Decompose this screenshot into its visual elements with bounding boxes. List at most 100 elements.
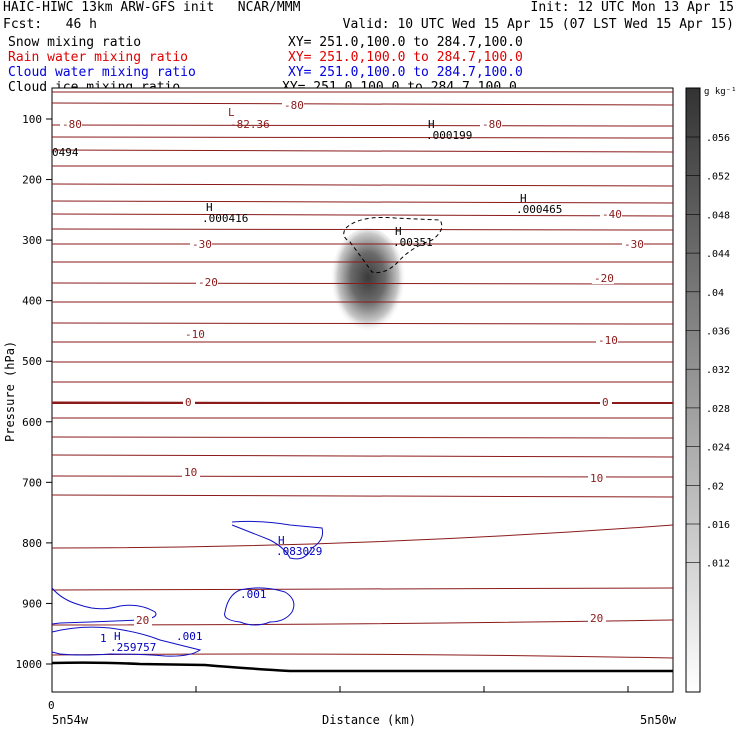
isotherm-line: [51, 494, 674, 498]
contour-label: -40: [602, 208, 622, 221]
header-forecast-hour: Fcst: 46 h: [3, 17, 97, 32]
cloud-water-contour-4: [231, 520, 323, 560]
contour-label: 10: [590, 472, 603, 485]
field-label-snow: Snow mixing ratio: [8, 35, 142, 50]
contour-label: -10: [598, 334, 618, 347]
high-value: .000465: [516, 203, 562, 216]
isotherm-line: [51, 228, 674, 231]
x-ticks: [195, 686, 629, 692]
contour-label: 0: [602, 396, 609, 409]
colorbar-tick-label: .048: [706, 210, 730, 221]
colorbar-tick-label: .028: [706, 404, 730, 415]
isotherm-line: [51, 136, 674, 139]
field-xy-cloud-water: XY= 251.0,100.0 to 284.7,100.0: [288, 65, 523, 80]
contour-label: -80: [62, 118, 82, 131]
high-value: .00351: [393, 236, 433, 249]
isotherm-line: [51, 587, 674, 591]
y-tick-label: 700: [22, 476, 42, 489]
y-tick-label: 1000: [16, 658, 43, 671]
contour-label: 0: [185, 396, 192, 409]
isotherm-line: [51, 124, 674, 127]
cloud-water-contour-3: [224, 587, 295, 626]
isotherm-line: [51, 200, 674, 204]
contour-label: 20: [136, 614, 149, 627]
high-value: .259757: [110, 641, 156, 654]
x-axis-label: Distance (km): [322, 713, 416, 727]
contour-label: -20: [198, 276, 218, 289]
colorbar-tick-label: .012: [706, 559, 730, 570]
colorbar-tick-label: .044: [706, 249, 730, 260]
isotherm-line: [51, 436, 674, 439]
colorbar-tick-label: .056: [706, 133, 730, 144]
cloud-water-label: .001: [176, 630, 203, 643]
header-valid-time: Valid: 10 UTC Wed 15 Apr 15 (07 LST Wed …: [342, 17, 734, 32]
isotherm-line: [51, 322, 674, 325]
contour-label: -80: [482, 118, 502, 131]
isotherm-line: [51, 454, 674, 458]
snow-shading: [330, 228, 406, 338]
high-marker: H: [520, 192, 527, 205]
isotherm-line: [51, 213, 674, 217]
high-value: .000199: [426, 129, 472, 142]
isotherm-line: [51, 475, 674, 478]
colorbar: [685, 87, 701, 693]
colorbar-tick-label: .016: [706, 520, 730, 531]
y-tick-label: 200: [22, 174, 42, 187]
high-value: .000416: [202, 212, 248, 225]
cloud-ice-contour: [343, 217, 443, 273]
y-tick-label: 900: [22, 597, 42, 610]
high-marker: H: [278, 534, 285, 547]
contour-label: -30: [192, 238, 212, 251]
colorbar-tick-label: .024: [706, 443, 730, 454]
cloud-water-contour-2: [51, 626, 202, 657]
high-marker: H: [428, 118, 435, 131]
isotherm-line: [51, 524, 674, 549]
high-marker: H: [114, 630, 121, 643]
colorbar-unit: g kg⁻¹: [704, 87, 737, 97]
edge-value: 0494: [52, 146, 79, 159]
cloud-water-label: 1: [100, 632, 107, 645]
colorbar-tick-label: .032: [706, 365, 730, 376]
low-marker: L: [228, 106, 235, 119]
y-tick-label: 400: [22, 295, 42, 308]
field-xy-rain: XY= 251.0,100.0 to 284.7,100.0: [288, 50, 523, 65]
y-tick-label: 100: [22, 113, 42, 126]
contour-label: -30: [624, 238, 644, 251]
cloud-water-label: .001: [240, 588, 267, 601]
high-value: .083029: [276, 545, 322, 558]
colorbar-tick-label: .052: [706, 172, 730, 183]
high-marker: H: [395, 225, 402, 238]
colorbar-tick-label: .04: [706, 288, 724, 299]
y-tick-label: 500: [22, 355, 42, 368]
y-axis-label: Pressure (hPa): [3, 341, 17, 442]
x-tick-label: 0: [48, 699, 55, 712]
field-xy-snow: XY= 251.0,100.0 to 284.7,100.0: [288, 35, 523, 50]
contour-label: 10: [184, 466, 197, 479]
header-title: HAIC-HIWC 13km ARW-GFS init NCAR/MMM: [3, 0, 301, 15]
plot-frame: [51, 87, 674, 693]
y-tick-label: 800: [22, 537, 42, 550]
isotherm-line: [51, 183, 674, 187]
isotherm-line: [51, 282, 674, 285]
contour-label: -80: [284, 99, 304, 112]
high-marker: H: [206, 201, 213, 214]
colorbar-tick-label: .036: [706, 327, 730, 338]
x-end-label: 5n50w: [640, 713, 677, 727]
y-tick-label: 600: [22, 416, 42, 429]
low-value: -82.36: [230, 118, 270, 131]
isotherm-line: [51, 165, 674, 167]
colorbar-ticks: .056 .052 .048 .044 .04 .036 .032 .028 .024 .02 .0…: [686, 133, 730, 570]
y-tick-label: 300: [22, 234, 42, 247]
field-label-cloud-water: Cloud water mixing ratio: [8, 65, 196, 80]
temperature-contours: [51, 91, 674, 659]
header-init-time: Init: 12 UTC Mon 13 Apr 15: [530, 0, 735, 15]
contour-label: 20: [590, 612, 603, 625]
terrain-line: [51, 661, 673, 673]
isotherm-line: [51, 102, 674, 106]
contour-label: -20: [594, 272, 614, 285]
x-start-label: 5n54w: [52, 713, 89, 727]
field-label-rain: Rain water mixing ratio: [8, 50, 189, 65]
colorbar-tick-label: .02: [706, 481, 724, 492]
y-axis: 100 200 300 400 500 600 700 800 900 1000: [16, 113, 52, 671]
